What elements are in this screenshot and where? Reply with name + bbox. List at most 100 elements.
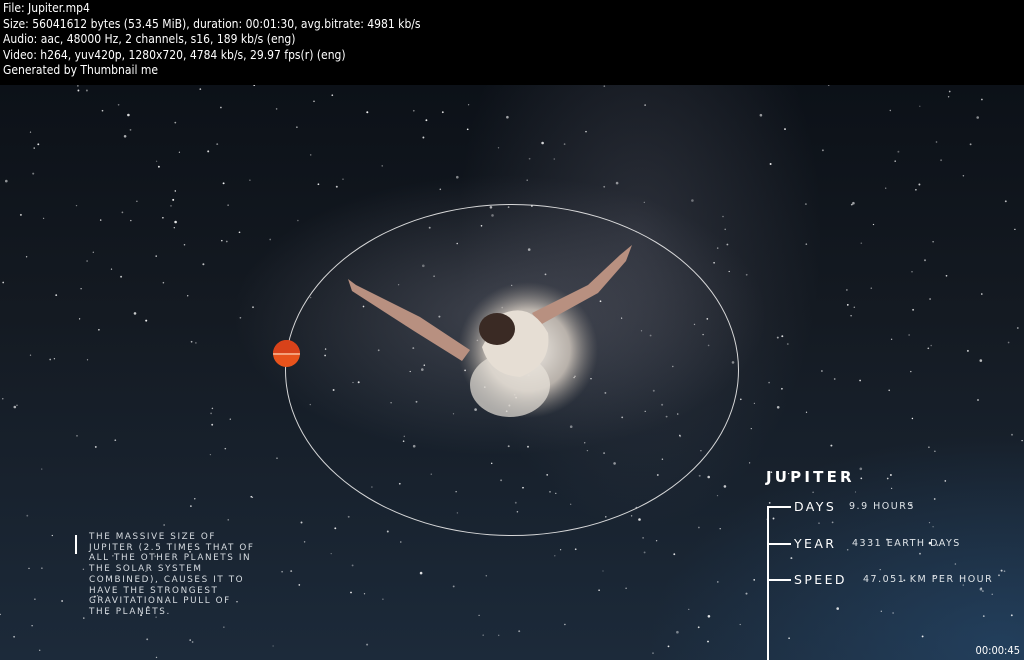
- star: [933, 575, 935, 578]
- star: [290, 570, 293, 573]
- star: [121, 211, 124, 214]
- star: [688, 608, 690, 611]
- star: [77, 85, 79, 87]
- star: [716, 494, 719, 497]
- star: [190, 340, 193, 343]
- star: [911, 271, 913, 273]
- star: [55, 294, 58, 296]
- star: [889, 109, 892, 112]
- star: [112, 555, 114, 557]
- star: [173, 227, 175, 229]
- stat-tick: [767, 579, 791, 581]
- star: [366, 643, 369, 646]
- star: [615, 181, 619, 185]
- file-info-header: File: Jupiter.mp4 Size: 56041612 bytes (…: [0, 0, 1024, 85]
- stat-tick: [767, 543, 791, 545]
- orbit-ellipse: [285, 204, 739, 536]
- star: [928, 541, 932, 545]
- star: [93, 595, 96, 598]
- star: [127, 113, 130, 117]
- star: [966, 349, 969, 352]
- star: [723, 485, 727, 488]
- star: [37, 143, 40, 146]
- star: [1004, 200, 1007, 203]
- star: [1007, 341, 1010, 344]
- star: [300, 521, 303, 524]
- star: [788, 637, 790, 640]
- star: [719, 528, 721, 530]
- description-line: GRAVITATIONAL PULL OF: [89, 596, 231, 607]
- star: [768, 502, 771, 504]
- star: [174, 220, 177, 224]
- star: [707, 475, 710, 479]
- star: [944, 480, 947, 482]
- stat-value: 47.051 KM PER HOUR: [863, 574, 994, 585]
- star: [745, 592, 748, 595]
- star: [32, 172, 35, 175]
- star: [96, 594, 99, 597]
- star: [982, 615, 985, 617]
- star: [133, 312, 137, 315]
- star: [252, 306, 254, 309]
- star: [199, 88, 202, 90]
- star: [707, 640, 709, 643]
- star: [889, 474, 892, 476]
- star: [227, 519, 229, 521]
- star: [51, 534, 53, 537]
- star: [34, 598, 36, 600]
- star: [209, 453, 212, 456]
- star: [155, 656, 158, 659]
- star: [860, 477, 863, 480]
- star: [189, 550, 191, 553]
- star: [673, 553, 676, 556]
- star: [117, 103, 120, 106]
- star: [776, 336, 779, 339]
- star: [224, 447, 227, 450]
- star: [977, 399, 979, 401]
- star: [962, 175, 965, 177]
- star: [979, 587, 983, 591]
- video-info-line: Video: h264, yuv420p, 1280x720, 4784 kb/…: [3, 47, 346, 62]
- star: [26, 514, 29, 517]
- star: [691, 199, 694, 202]
- star: [908, 334, 910, 336]
- star: [154, 555, 157, 558]
- star: [317, 183, 320, 186]
- star: [178, 151, 181, 153]
- audio-info-line: Audio: aac, 48000 Hz, 2 channels, s16, 1…: [3, 32, 296, 46]
- jupiter-planet-icon: [273, 340, 300, 367]
- star: [120, 275, 123, 278]
- star: [850, 203, 853, 206]
- star: [0, 613, 1, 616]
- star: [879, 568, 881, 571]
- star: [894, 160, 896, 162]
- star: [456, 175, 459, 179]
- description-line: THE PLANETS.: [89, 606, 171, 617]
- star: [80, 288, 82, 290]
- star: [191, 641, 194, 643]
- star: [739, 398, 742, 401]
- star: [1021, 439, 1023, 442]
- star: [77, 89, 80, 92]
- timestamp: 00:00:45: [975, 644, 1020, 657]
- star: [969, 143, 972, 146]
- star: [223, 626, 225, 628]
- star: [886, 477, 889, 480]
- star: [29, 131, 32, 133]
- star: [827, 85, 830, 86]
- star: [99, 219, 102, 221]
- star: [53, 358, 56, 360]
- star: [13, 405, 17, 409]
- star: [1010, 614, 1013, 617]
- star: [123, 135, 127, 138]
- generator-line: Generated by Thumbnail me: [3, 63, 159, 77]
- star: [981, 98, 983, 101]
- star: [238, 231, 241, 234]
- star: [157, 165, 160, 168]
- star: [934, 450, 936, 452]
- star: [886, 538, 889, 541]
- star: [313, 100, 315, 103]
- planet-title: JUPITER: [766, 468, 855, 486]
- star: [915, 189, 917, 191]
- star: [625, 587, 627, 589]
